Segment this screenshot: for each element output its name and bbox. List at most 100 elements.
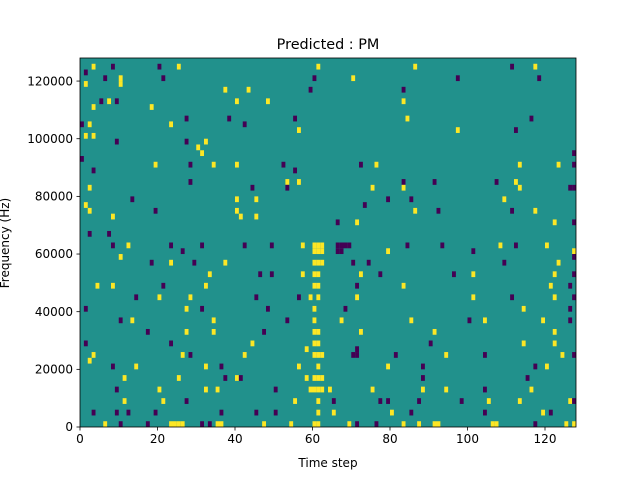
heatmap-cell [483, 386, 487, 393]
heatmap-cell [211, 161, 216, 168]
heatmap-cell [409, 409, 414, 416]
heatmap-cell [548, 409, 553, 416]
heatmap-cell [421, 375, 425, 381]
heatmap-cell [188, 179, 193, 185]
heatmap-cell [207, 271, 212, 278]
heatmap-cell [227, 115, 232, 122]
heatmap-cell [502, 259, 507, 266]
heatmap-cell [200, 421, 205, 427]
heatmap-cell [107, 230, 112, 237]
heatmap-cell [370, 184, 375, 191]
heatmap-cell [180, 248, 185, 255]
heatmap-cell [293, 398, 298, 404]
heatmap-cell [320, 248, 325, 255]
heatmap-cell [308, 86, 313, 93]
heatmap-cells [80, 63, 577, 427]
x-tick-label: 40 [227, 432, 242, 446]
heatmap-cell [107, 98, 112, 105]
heatmap-cell [359, 328, 363, 335]
heatmap-cell [111, 213, 115, 220]
heatmap-cell [83, 305, 88, 312]
heatmap-cell [111, 282, 115, 289]
x-tick-label: 100 [456, 432, 479, 446]
heatmap-cell [235, 375, 239, 381]
heatmap-cell [293, 115, 298, 122]
heatmap-cell [432, 328, 437, 335]
heatmap-cell [242, 121, 247, 128]
heatmap-cell [409, 317, 414, 324]
heatmap-cell [510, 63, 515, 70]
y-tick-label: 0 [65, 420, 73, 434]
heatmap-cell [351, 352, 356, 358]
heatmap-cell [312, 352, 317, 358]
heatmap-cell [498, 242, 503, 249]
heatmap-cell [114, 138, 119, 145]
heatmap-cell [351, 259, 356, 266]
heatmap-cell [320, 352, 325, 358]
heatmap-cell [91, 104, 96, 110]
heatmap-cell [273, 409, 278, 416]
heatmap-cell [134, 363, 139, 370]
heatmap-cell [502, 196, 507, 203]
heatmap-cell [130, 317, 135, 324]
heatmap-cell [556, 259, 561, 266]
y-tick-label: 20000 [35, 363, 73, 377]
heatmap-cell [320, 242, 325, 249]
y-tick-label: 120000 [27, 74, 73, 88]
heatmap-cell [347, 242, 352, 249]
heatmap-cell [417, 398, 422, 404]
heatmap-cell [533, 63, 538, 70]
heatmap-cell [304, 346, 309, 353]
heatmap-cell [238, 213, 243, 220]
heatmap-cell [374, 421, 379, 427]
heatmap-cell [304, 375, 309, 381]
heatmap-cell [440, 242, 445, 249]
heatmap-cell [471, 271, 476, 278]
heatmap-cell [184, 305, 189, 312]
plot-frame [79, 57, 577, 428]
heatmap-cell [339, 248, 344, 255]
heatmap-cell [204, 363, 208, 370]
heatmap-cell [188, 352, 193, 358]
heatmap-cell [157, 386, 162, 393]
heatmap-cell [87, 121, 92, 128]
heatmap-cell [266, 305, 270, 312]
heatmap-cell [320, 259, 325, 266]
heatmap-cell [572, 219, 577, 226]
heatmap-cell [83, 202, 88, 208]
x-axis-label: Time step [297, 456, 357, 470]
heatmap-cell [541, 317, 546, 324]
heatmap-cell [467, 317, 472, 324]
heatmap-cell [545, 363, 549, 370]
heatmap-cell [521, 305, 526, 312]
heatmap-cell [390, 409, 394, 416]
heatmap-cell [514, 127, 518, 133]
heatmap-cell [331, 398, 336, 404]
heatmap-cell [335, 248, 340, 255]
heatmap-cell [200, 305, 205, 312]
heatmap-cell [494, 421, 499, 427]
heatmap-cell [413, 63, 418, 70]
heatmap-cell [316, 242, 321, 249]
heatmap-cell [436, 421, 441, 427]
heatmap-cell [417, 421, 422, 427]
heatmap-cell [343, 305, 348, 312]
heatmap-cell [118, 421, 123, 427]
heatmap-cell [215, 421, 220, 427]
heatmap-cell [339, 242, 344, 249]
heatmap-cell [328, 386, 332, 393]
x-tick-label: 80 [382, 432, 397, 446]
heatmap-cell [83, 132, 88, 139]
heatmap-cell [401, 282, 406, 289]
heatmap-cell [211, 317, 216, 324]
heatmap-cell [161, 398, 166, 404]
heatmap-cell [266, 98, 270, 105]
heatmap-cell [176, 63, 181, 70]
heatmap-cell [370, 386, 375, 393]
y-axis: 0 20000 40000 60000 80000 100000 120000 [27, 74, 80, 434]
heatmap-cell [552, 294, 557, 301]
heatmap-cell [316, 63, 321, 70]
heatmap-cell [343, 242, 348, 249]
heatmap-cell [122, 375, 127, 381]
x-tick-label: 0 [76, 432, 84, 446]
